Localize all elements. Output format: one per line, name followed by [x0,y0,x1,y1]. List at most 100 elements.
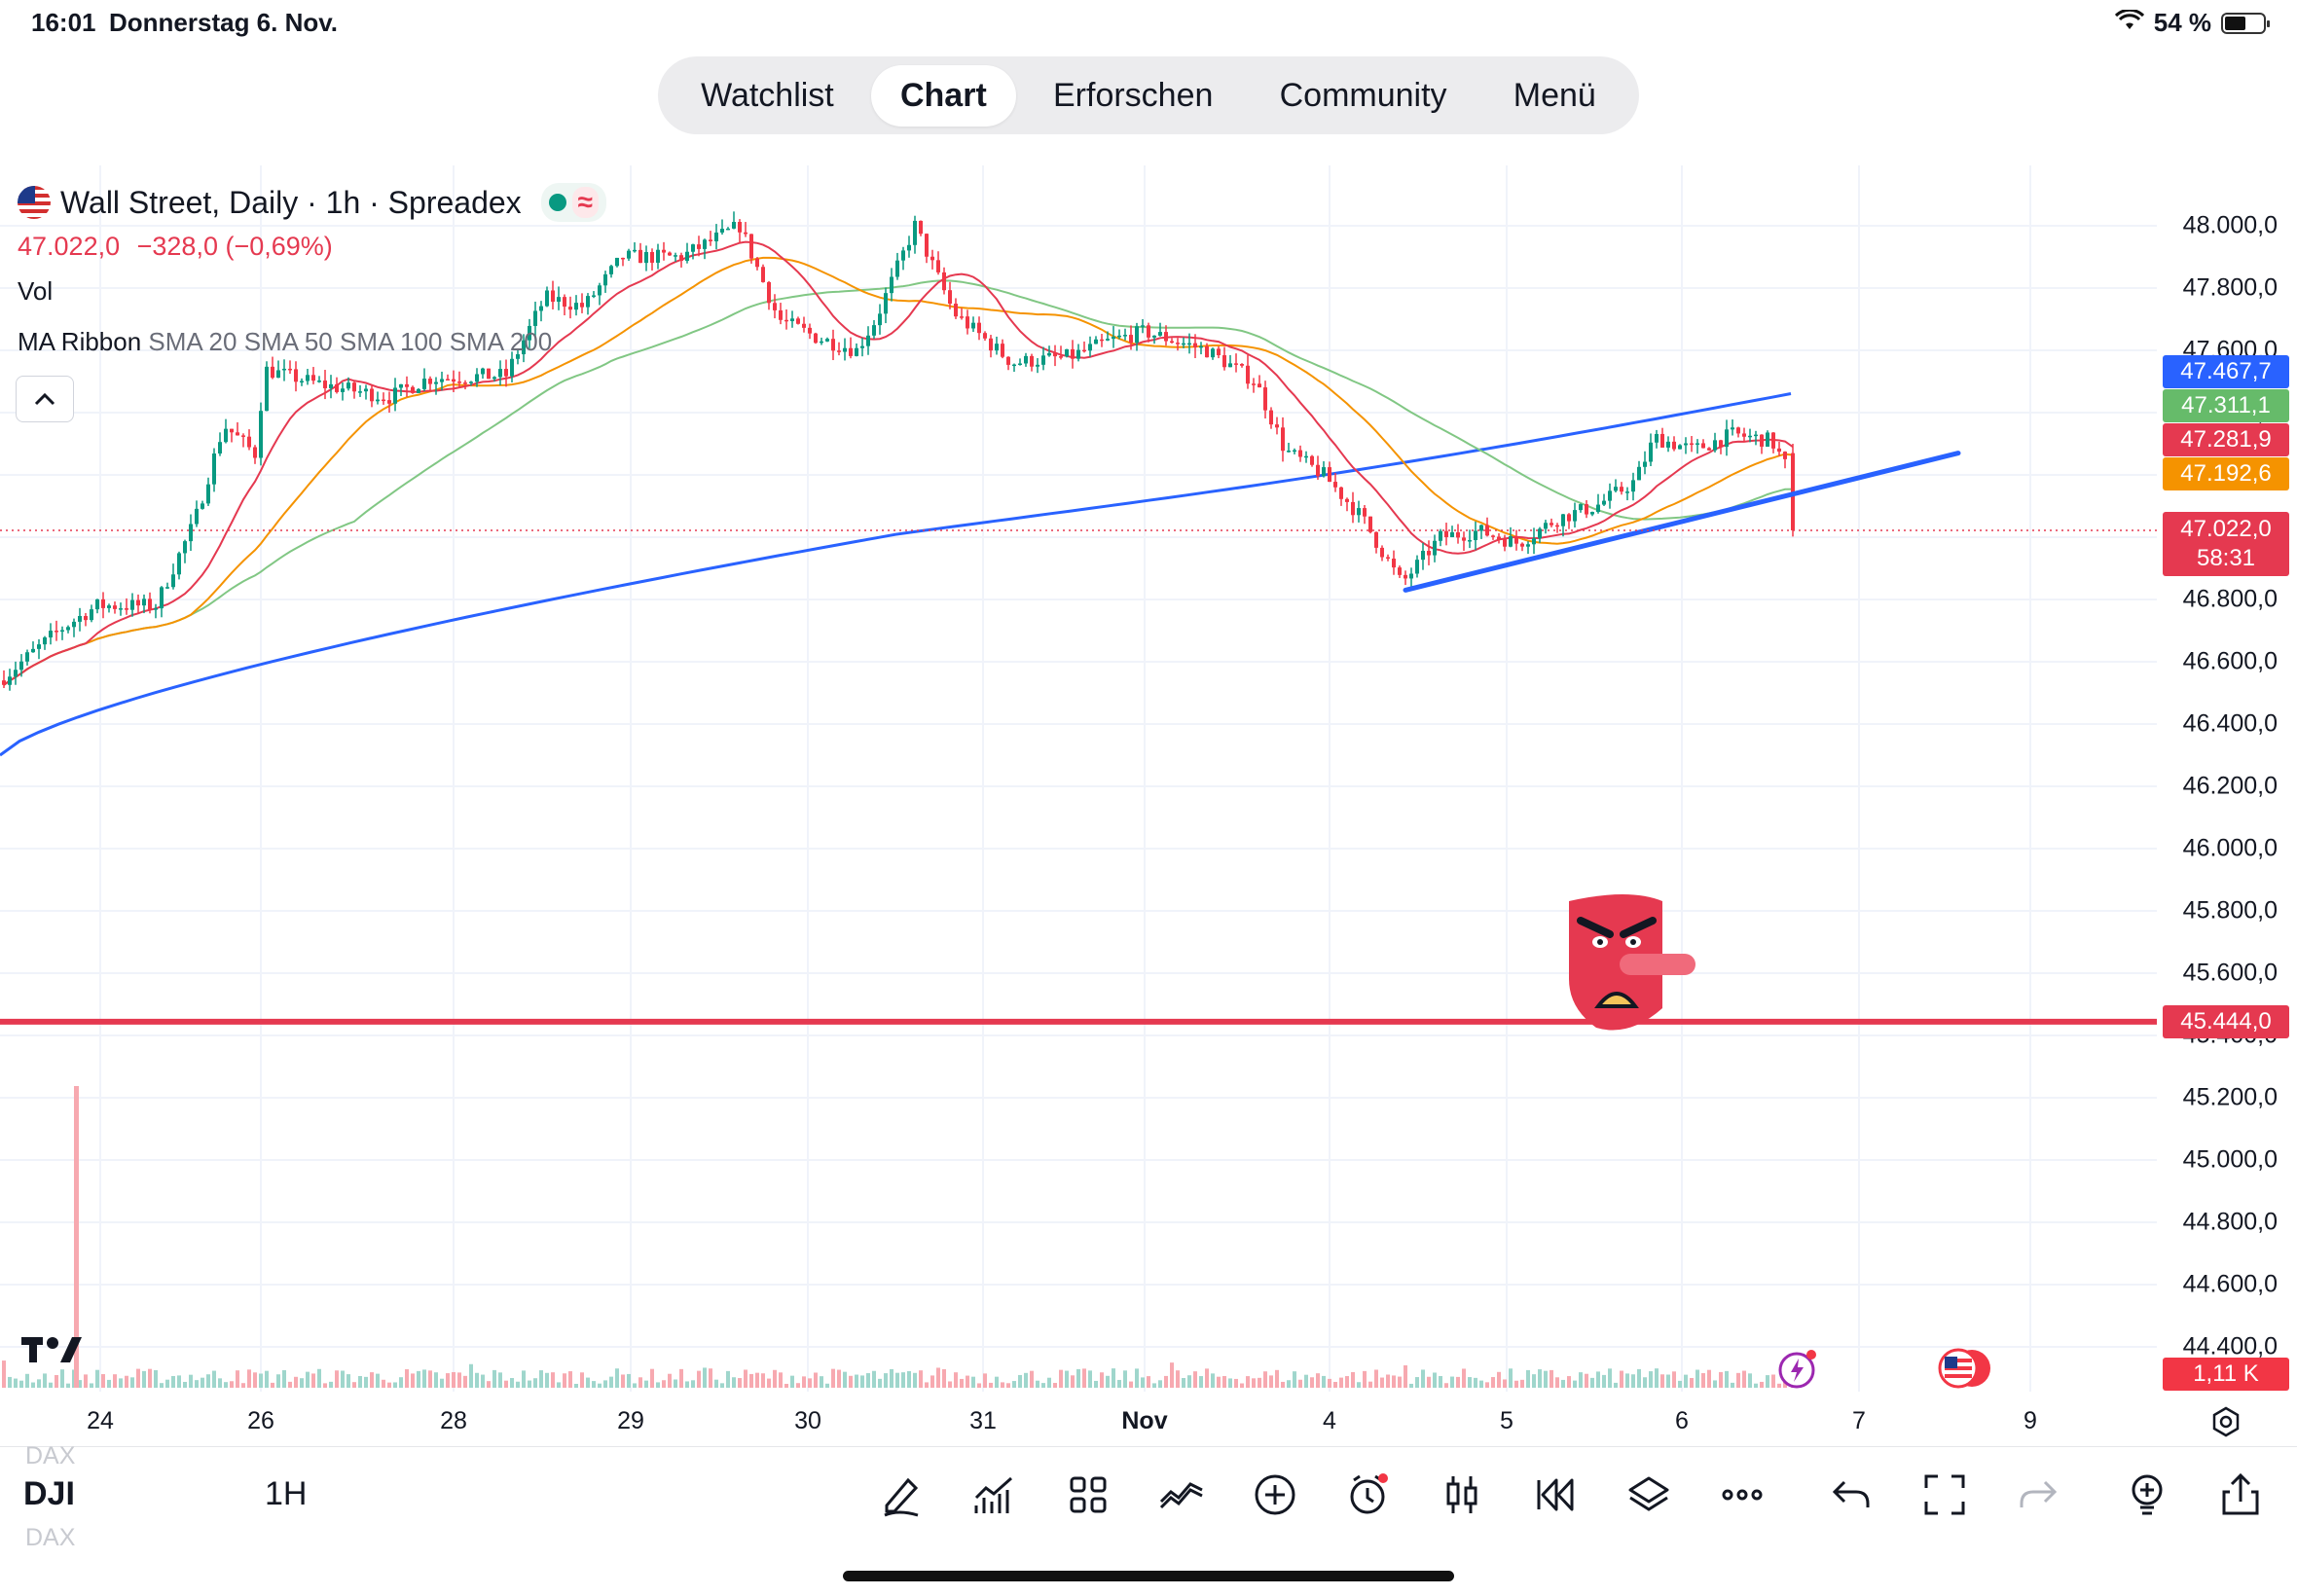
tradingview-logo[interactable] [21,1333,84,1371]
alert-button[interactable] [1341,1468,1396,1522]
volume-bar [767,1378,771,1388]
candle-body [1690,443,1694,446]
volume-bar [1444,1383,1448,1388]
volume-bar [773,1369,777,1388]
candle-body [1345,498,1349,502]
candle-body [1404,574,1407,579]
volume-indicator-label[interactable]: Vol [18,276,54,306]
ideas-button[interactable] [2120,1468,2174,1522]
candle-body [697,244,701,249]
candle-body [1187,343,1191,345]
more-button[interactable] [1715,1468,1769,1522]
angry-mask-sticker[interactable] [1561,891,1697,1042]
candle-body [72,621,76,628]
volume-bar [393,1382,397,1388]
layout-button[interactable] [1061,1468,1115,1522]
candle-body [177,553,181,575]
draw-tool-button[interactable] [874,1468,929,1522]
volume-bar [1036,1380,1039,1388]
chart-settings-icon[interactable] [2209,1405,2242,1443]
volume-bar [1246,1376,1250,1388]
candle-body [1474,530,1477,541]
y-tick-label: 44.600,0 [2182,1270,2278,1298]
tab-menu[interactable]: Menü [1513,76,1596,114]
fullscreen-button[interactable] [1917,1468,1972,1522]
volume-bar [895,1372,899,1388]
candle-body [78,616,82,622]
status-right: 54 % [2114,8,2270,38]
tab-community[interactable]: Community [1279,76,1447,114]
volume-bar [948,1381,952,1388]
volume-bar [1544,1370,1548,1388]
symbol-search-button[interactable]: DJI [23,1475,75,1512]
price-change: −328,0 (−0,69%) [136,232,333,261]
candle-body [609,266,613,274]
candle-body [971,322,975,329]
volume-bar [1047,1377,1051,1388]
candle-body [568,307,572,310]
volume-bar [551,1372,555,1388]
volume-bar [1631,1374,1635,1388]
candle-body [119,608,123,610]
candle-body [732,222,736,229]
compare-button[interactable] [1154,1468,1209,1522]
volume-bar [1468,1377,1472,1388]
replay-button[interactable] [1528,1468,1583,1522]
volume-bar [276,1374,280,1388]
candle-body [1211,348,1215,358]
undo-button[interactable] [1824,1468,1878,1522]
volume-bar [638,1377,642,1388]
fullscreen-icon [1924,1474,1965,1515]
tab-erforschen[interactable]: Erforschen [1053,76,1214,114]
share-button[interactable] [2213,1468,2268,1522]
volume-bar [475,1372,479,1388]
candle-body [1076,349,1080,359]
volume-bar [1409,1383,1413,1388]
volume-bar [1596,1371,1600,1388]
price-row: 47.022,0 −328,0 (−0,69%) [18,232,333,262]
volume-bar [1701,1373,1705,1388]
volume-bar [1555,1377,1559,1388]
candle-body [802,323,806,328]
candle-body [1006,356,1010,365]
tab-watchlist[interactable]: Watchlist [701,76,834,114]
candle-body [1532,538,1536,545]
candle-body [352,382,356,392]
layers-button[interactable] [1622,1468,1676,1522]
interval-button[interactable]: 1H [265,1475,308,1512]
volume-bar [1491,1377,1495,1388]
candle-body [1082,349,1086,352]
collapse-legend-button[interactable] [16,376,74,422]
chart-legend-title[interactable]: Wall Street, Daily · 1h · Spreadex ≈ [18,183,607,222]
volume-bar [1001,1382,1004,1388]
volume-bar [925,1382,929,1388]
redo-button[interactable] [2011,1468,2065,1522]
volume-bar [387,1382,391,1388]
volume-bar [253,1372,257,1388]
candle-body [551,290,555,303]
volume-bar [311,1373,315,1388]
ma-ribbon-legend[interactable]: MA Ribbon SMA 20 SMA 50 SMA 100 SMA 200 [18,327,552,357]
candle-body [1024,355,1028,364]
candle-body [749,234,753,259]
candle-body [1112,337,1115,340]
candle-body [317,381,321,382]
candle-body [1485,525,1489,536]
candle-body [831,339,835,351]
market-status-pill[interactable]: ≈ [540,183,607,222]
us-economic-events-icon[interactable] [1937,1347,1995,1395]
volume-bar [1164,1375,1168,1388]
indicators-button[interactable] [967,1468,1022,1522]
tab-chart[interactable]: Chart [870,64,1016,127]
candle-body [25,652,29,662]
price-chart[interactable] [0,165,2297,1401]
add-button[interactable] [1248,1468,1302,1522]
candle-body [492,377,496,380]
candle-body [422,379,426,389]
candle-body [510,358,514,377]
x-tick-label: 26 [247,1407,274,1434]
bar-style-button[interactable] [1435,1468,1489,1522]
lightning-event-icon[interactable] [1777,1347,1820,1395]
candle-body [574,303,578,310]
volume-bar [971,1376,975,1388]
